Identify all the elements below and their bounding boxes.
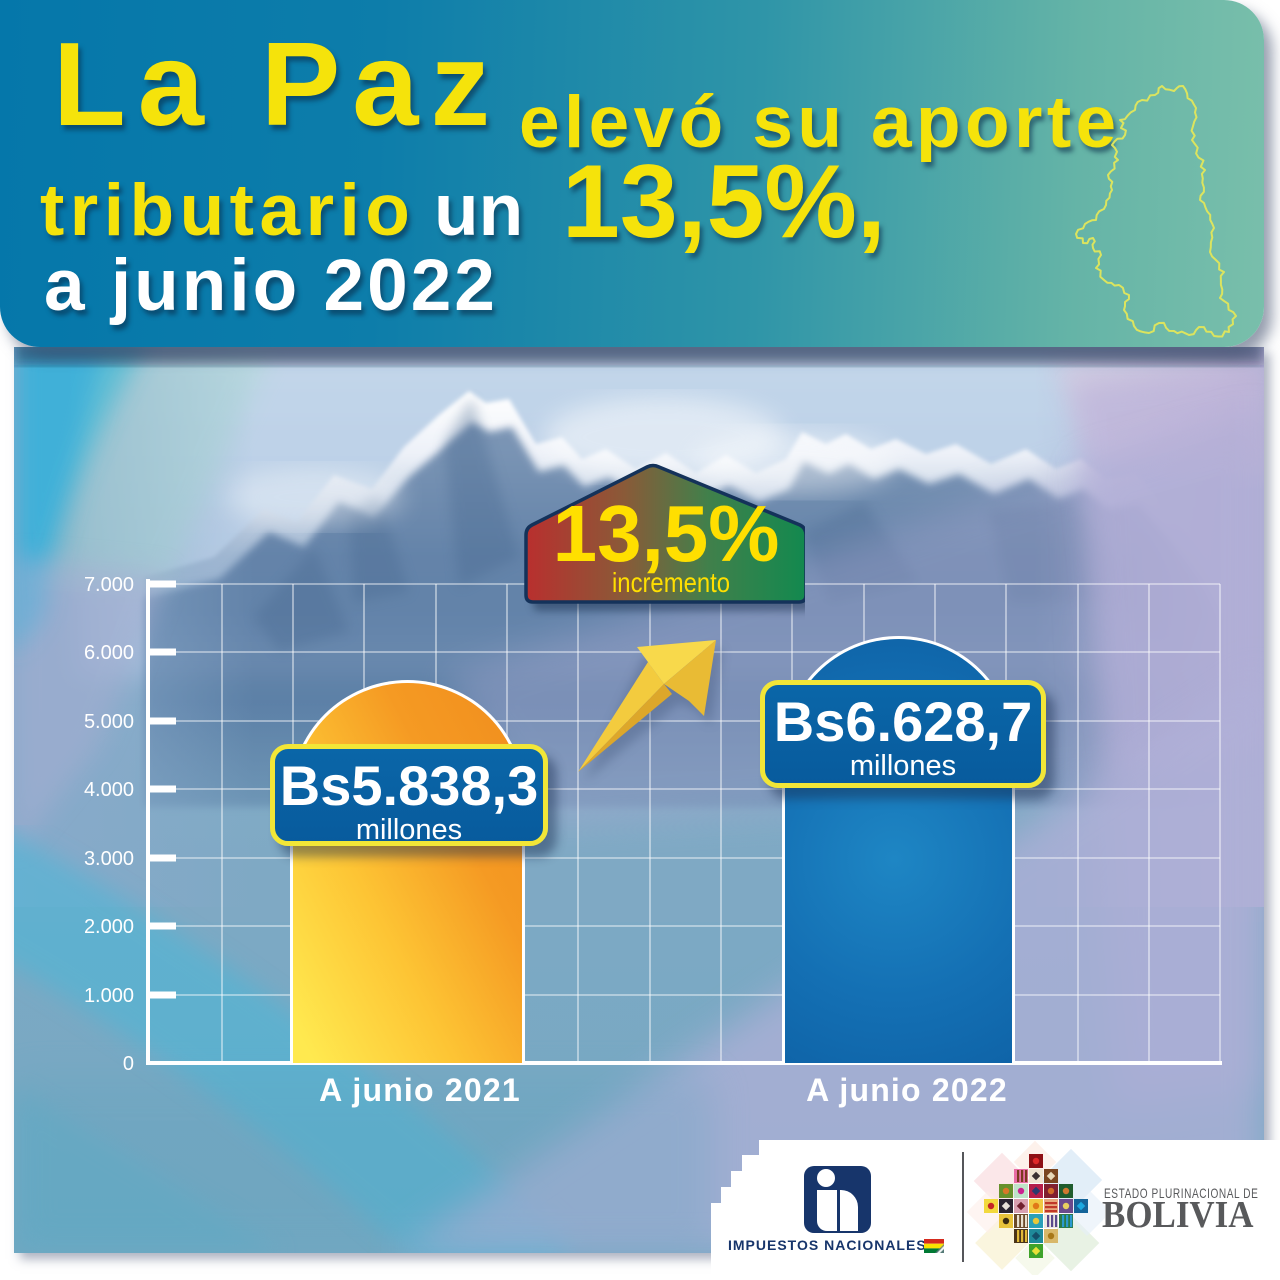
svg-text:6.000: 6.000: [84, 642, 134, 664]
svg-text:incremento: incremento: [612, 567, 730, 598]
svg-text:1.000: 1.000: [84, 985, 134, 1007]
svg-text:4.000: 4.000: [84, 779, 134, 801]
svg-text:5.000: 5.000: [84, 711, 134, 733]
svg-text:7.000: 7.000: [84, 574, 134, 596]
svg-text:2.000: 2.000: [84, 916, 134, 938]
svg-text:13,5%: 13,5%: [553, 489, 780, 578]
svg-text:0: 0: [123, 1053, 134, 1075]
svg-text:3.000: 3.000: [84, 848, 134, 870]
